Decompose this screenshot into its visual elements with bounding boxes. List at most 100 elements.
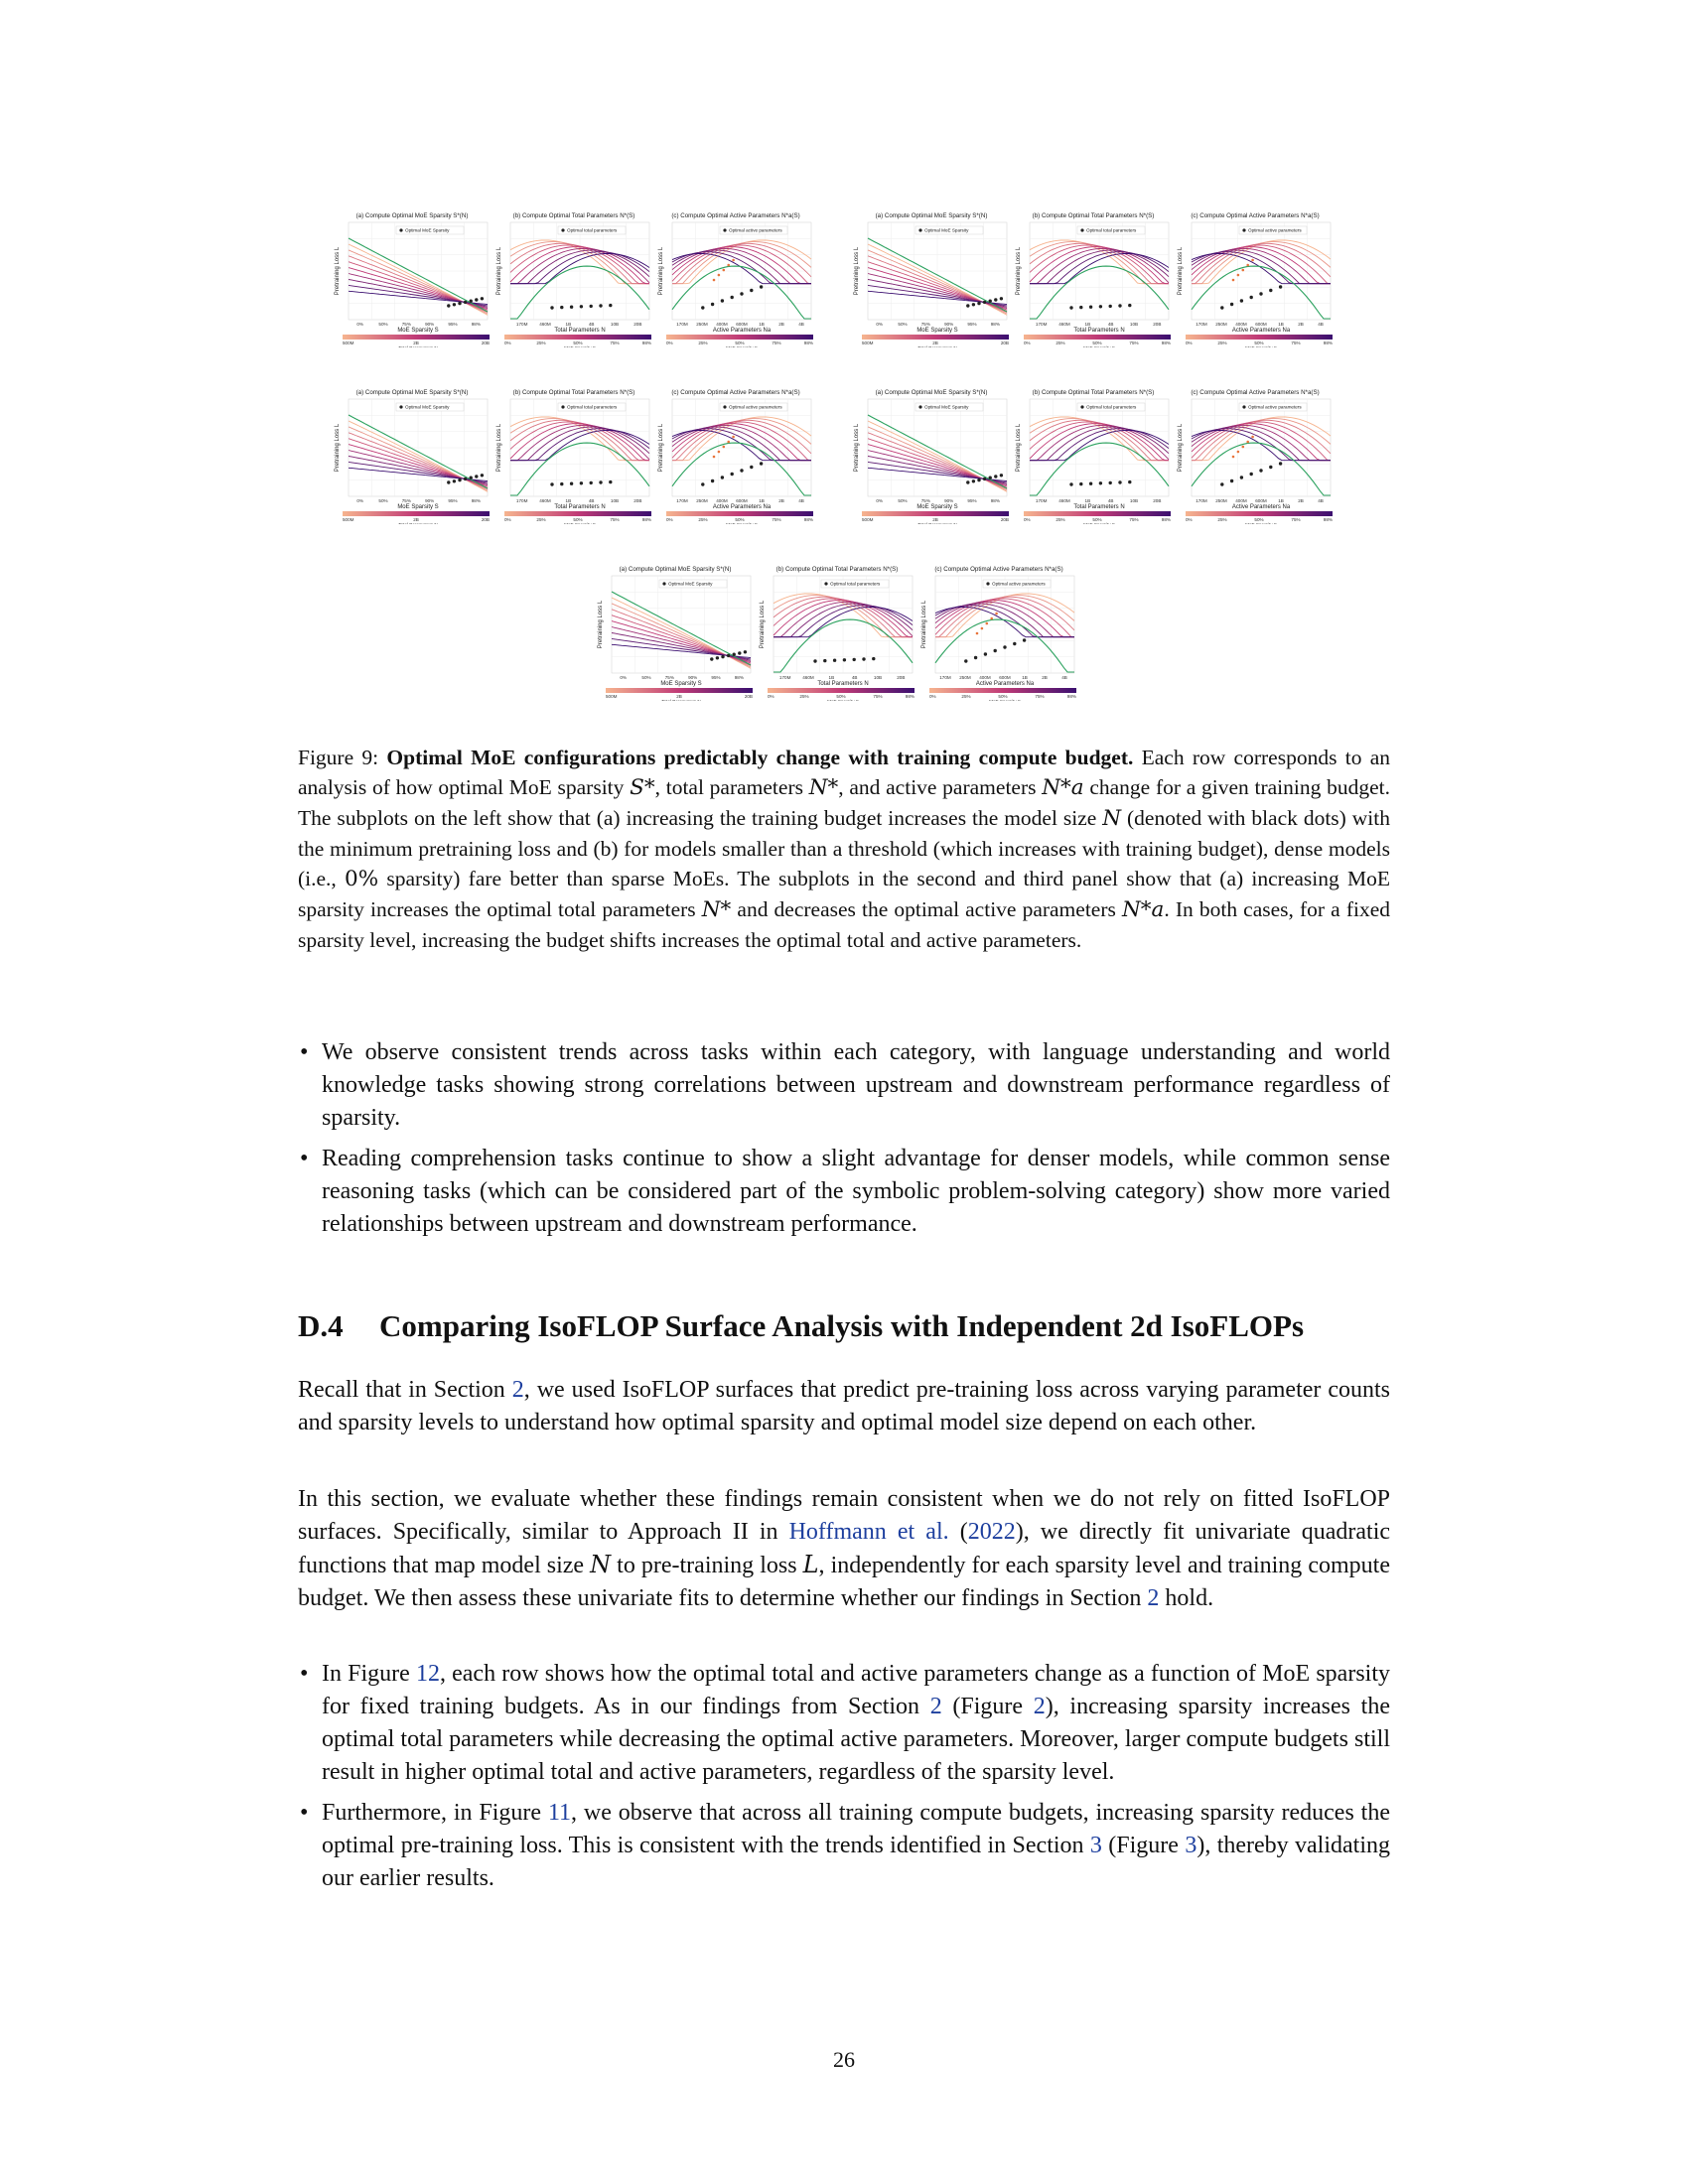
- series-line: [510, 424, 650, 462]
- section-ref-link[interactable]: 2: [929, 1694, 942, 1719]
- citation-year-link[interactable]: 2022: [967, 1519, 1016, 1545]
- x-tick-label: 4B: [798, 498, 804, 503]
- subplot: (c) Compute Optimal Active Parameters N*…: [658, 212, 813, 347]
- x-tick-label: 75%: [921, 322, 930, 327]
- x-tick-label: 4B: [1108, 322, 1114, 327]
- optimum-marker: [750, 465, 754, 470]
- x-tick-label: 20B: [633, 322, 641, 327]
- colorbar-tick-label: 25%: [1055, 341, 1064, 345]
- caption-bold: Optimal MoE configurations predictably c…: [386, 746, 1134, 769]
- optimum-marker-alt: [717, 450, 721, 454]
- optimum-marker: [738, 651, 742, 655]
- section-ref-link[interactable]: 2: [511, 1377, 524, 1403]
- colorbar-label: Total Parameters N: [661, 699, 700, 701]
- colorbar-label: MoE Sparsity S: [1083, 522, 1115, 524]
- panel-group-svg: (a) Compute Optimal MoE Sparsity S*(N) Op…: [335, 389, 813, 524]
- list-item: • Furthermore, in Figure 11, we observe t…: [298, 1797, 1390, 1895]
- math-symbol: L: [802, 1551, 819, 1578]
- optimum-marker: [1128, 303, 1132, 308]
- optimum-marker: [715, 656, 720, 660]
- x-tick-label: 1B: [1022, 675, 1028, 680]
- x-tick-label: 95%: [448, 322, 457, 327]
- colorbar-tick-label: 50%: [998, 694, 1007, 699]
- optimum-marker: [993, 648, 997, 653]
- subplot-title: (a) Compute Optimal MoE Sparsity S*(N): [356, 389, 469, 396]
- x-tick-label: 2B: [1042, 675, 1048, 680]
- caption-text: (denoted with black dots) with the minim…: [298, 806, 1390, 890]
- optimum-marker: [447, 304, 451, 308]
- legend-marker: [918, 405, 922, 409]
- list-item-text: ), increasing sparsity increases the opt…: [322, 1694, 1390, 1785]
- optimum-marker: [977, 478, 981, 482]
- series-line: [1192, 418, 1332, 462]
- colorbar-tick-label: 50%: [573, 341, 582, 345]
- optimum-marker: [1118, 304, 1122, 308]
- legend-box: [1238, 225, 1308, 235]
- colorbar-tick-label: 50%: [735, 341, 744, 345]
- optimum-marker: [463, 300, 468, 305]
- caption-text: , total parameters: [654, 775, 809, 799]
- figure-caption: Figure 9: Optimal MoE configurations pre…: [298, 743, 1390, 955]
- x-tick-label: 4B: [1108, 498, 1114, 503]
- x-tick-label: 1B: [829, 675, 835, 680]
- optimum-marker: [550, 306, 554, 310]
- section-ref-link[interactable]: 2: [1147, 1585, 1160, 1611]
- series-line: [935, 595, 1075, 638]
- optimum-marker-alt: [1231, 278, 1235, 282]
- section-ref-link[interactable]: 3: [1089, 1833, 1102, 1858]
- y-axis-label: Pretraining Loss L: [854, 246, 860, 295]
- x-tick-label: 170M: [779, 675, 791, 680]
- colorbar-tick-label: 0%: [1186, 341, 1193, 345]
- x-axis-label: MoE Sparsity S: [397, 504, 438, 510]
- x-tick-label: 0%: [876, 322, 883, 327]
- x-tick-label: 1B: [759, 498, 765, 503]
- colorbar-tick-label: 50%: [1092, 517, 1101, 522]
- y-axis-label: Pretraining Loss L: [658, 246, 664, 295]
- x-tick-label: 400M: [979, 675, 991, 680]
- x-tick-label: 1B: [1278, 322, 1284, 327]
- section-number: D.4: [298, 1308, 344, 1343]
- figure-ref-link[interactable]: 3: [1185, 1833, 1197, 1858]
- math-symbol: S*: [630, 775, 655, 800]
- x-tick-label: 75%: [402, 322, 411, 327]
- colorbar-tick-label: 98%: [804, 341, 813, 345]
- figure-ref-link[interactable]: 2: [1033, 1694, 1046, 1719]
- legend-marker: [561, 405, 565, 409]
- optimum-marker: [560, 481, 564, 486]
- math-symbol: N: [1102, 806, 1122, 831]
- optimum-marker-alt: [1241, 445, 1245, 449]
- figure-ref-link[interactable]: 12: [415, 1661, 440, 1687]
- figure-ref-link[interactable]: 11: [547, 1800, 572, 1826]
- optimum-marker-alt: [1246, 263, 1249, 267]
- x-tick-label: 98%: [735, 675, 744, 680]
- highlight-series-line: [1191, 442, 1331, 496]
- series-line: [934, 601, 1074, 638]
- legend-box: [1076, 225, 1146, 235]
- series-line: [509, 244, 649, 285]
- optimum-marker: [966, 480, 970, 484]
- series-line: [672, 242, 812, 285]
- colorbar-label: MoE Sparsity S: [726, 345, 758, 347]
- x-tick-label: 600M: [736, 322, 748, 327]
- series-line: [671, 244, 812, 285]
- x-tick-label: 90%: [425, 322, 434, 327]
- series-line: [1030, 247, 1170, 285]
- x-tick-label: 2B: [778, 498, 784, 503]
- optimum-marker: [1013, 641, 1017, 646]
- math-symbol: N*a: [1042, 775, 1084, 800]
- subplot: (a) Compute Optimal MoE Sparsity S*(N) Op…: [335, 212, 490, 347]
- bullet-icon: •: [300, 1661, 309, 1687]
- optimum-marker: [1098, 305, 1103, 309]
- x-axis-label: Active Parameters Na: [713, 504, 772, 510]
- series-line: [510, 247, 650, 285]
- x-tick-label: 90%: [944, 322, 953, 327]
- optimum-marker: [832, 658, 837, 662]
- optimum-marker: [743, 650, 748, 654]
- x-tick-label: 95%: [711, 675, 720, 680]
- optimum-marker: [599, 304, 603, 308]
- colorbar-label: Total Parameters N: [917, 522, 956, 524]
- x-tick-label: 1B: [1278, 498, 1284, 503]
- series-line: [1029, 423, 1169, 462]
- citation-link[interactable]: Hoffmann et al.: [788, 1519, 949, 1545]
- optimum-marker-alt: [722, 445, 726, 449]
